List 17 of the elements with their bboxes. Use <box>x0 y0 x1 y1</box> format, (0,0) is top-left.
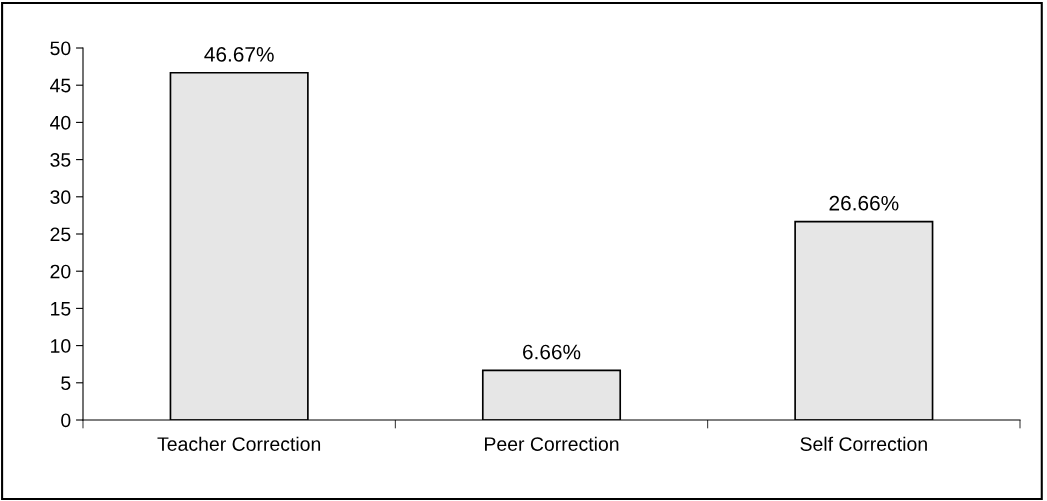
x-tick-label: Peer Correction <box>485 436 619 451</box>
y-tick-label: 25 <box>50 227 71 242</box>
y-tick-label: 20 <box>50 264 71 279</box>
y-tick-label: 10 <box>51 339 71 353</box>
y-tick-label: 15 <box>51 302 71 316</box>
y-tick-label: 30 <box>50 190 71 205</box>
y-tick-label: 50 <box>50 41 71 56</box>
x-tick-label: Teacher Correction <box>157 436 321 451</box>
x-tick-label: Self Correction <box>800 436 927 451</box>
data-label: 6.66% <box>523 344 581 360</box>
y-tick-label: 35 <box>50 153 71 167</box>
y-tick-label: 45 <box>50 78 71 93</box>
y-tick-label: 40 <box>50 115 71 130</box>
data-label: 46.67% <box>204 46 274 62</box>
data-label: 26.66% <box>829 195 899 211</box>
y-tick-label: 0 <box>61 413 71 428</box>
y-tick-label: 5 <box>61 376 71 391</box>
